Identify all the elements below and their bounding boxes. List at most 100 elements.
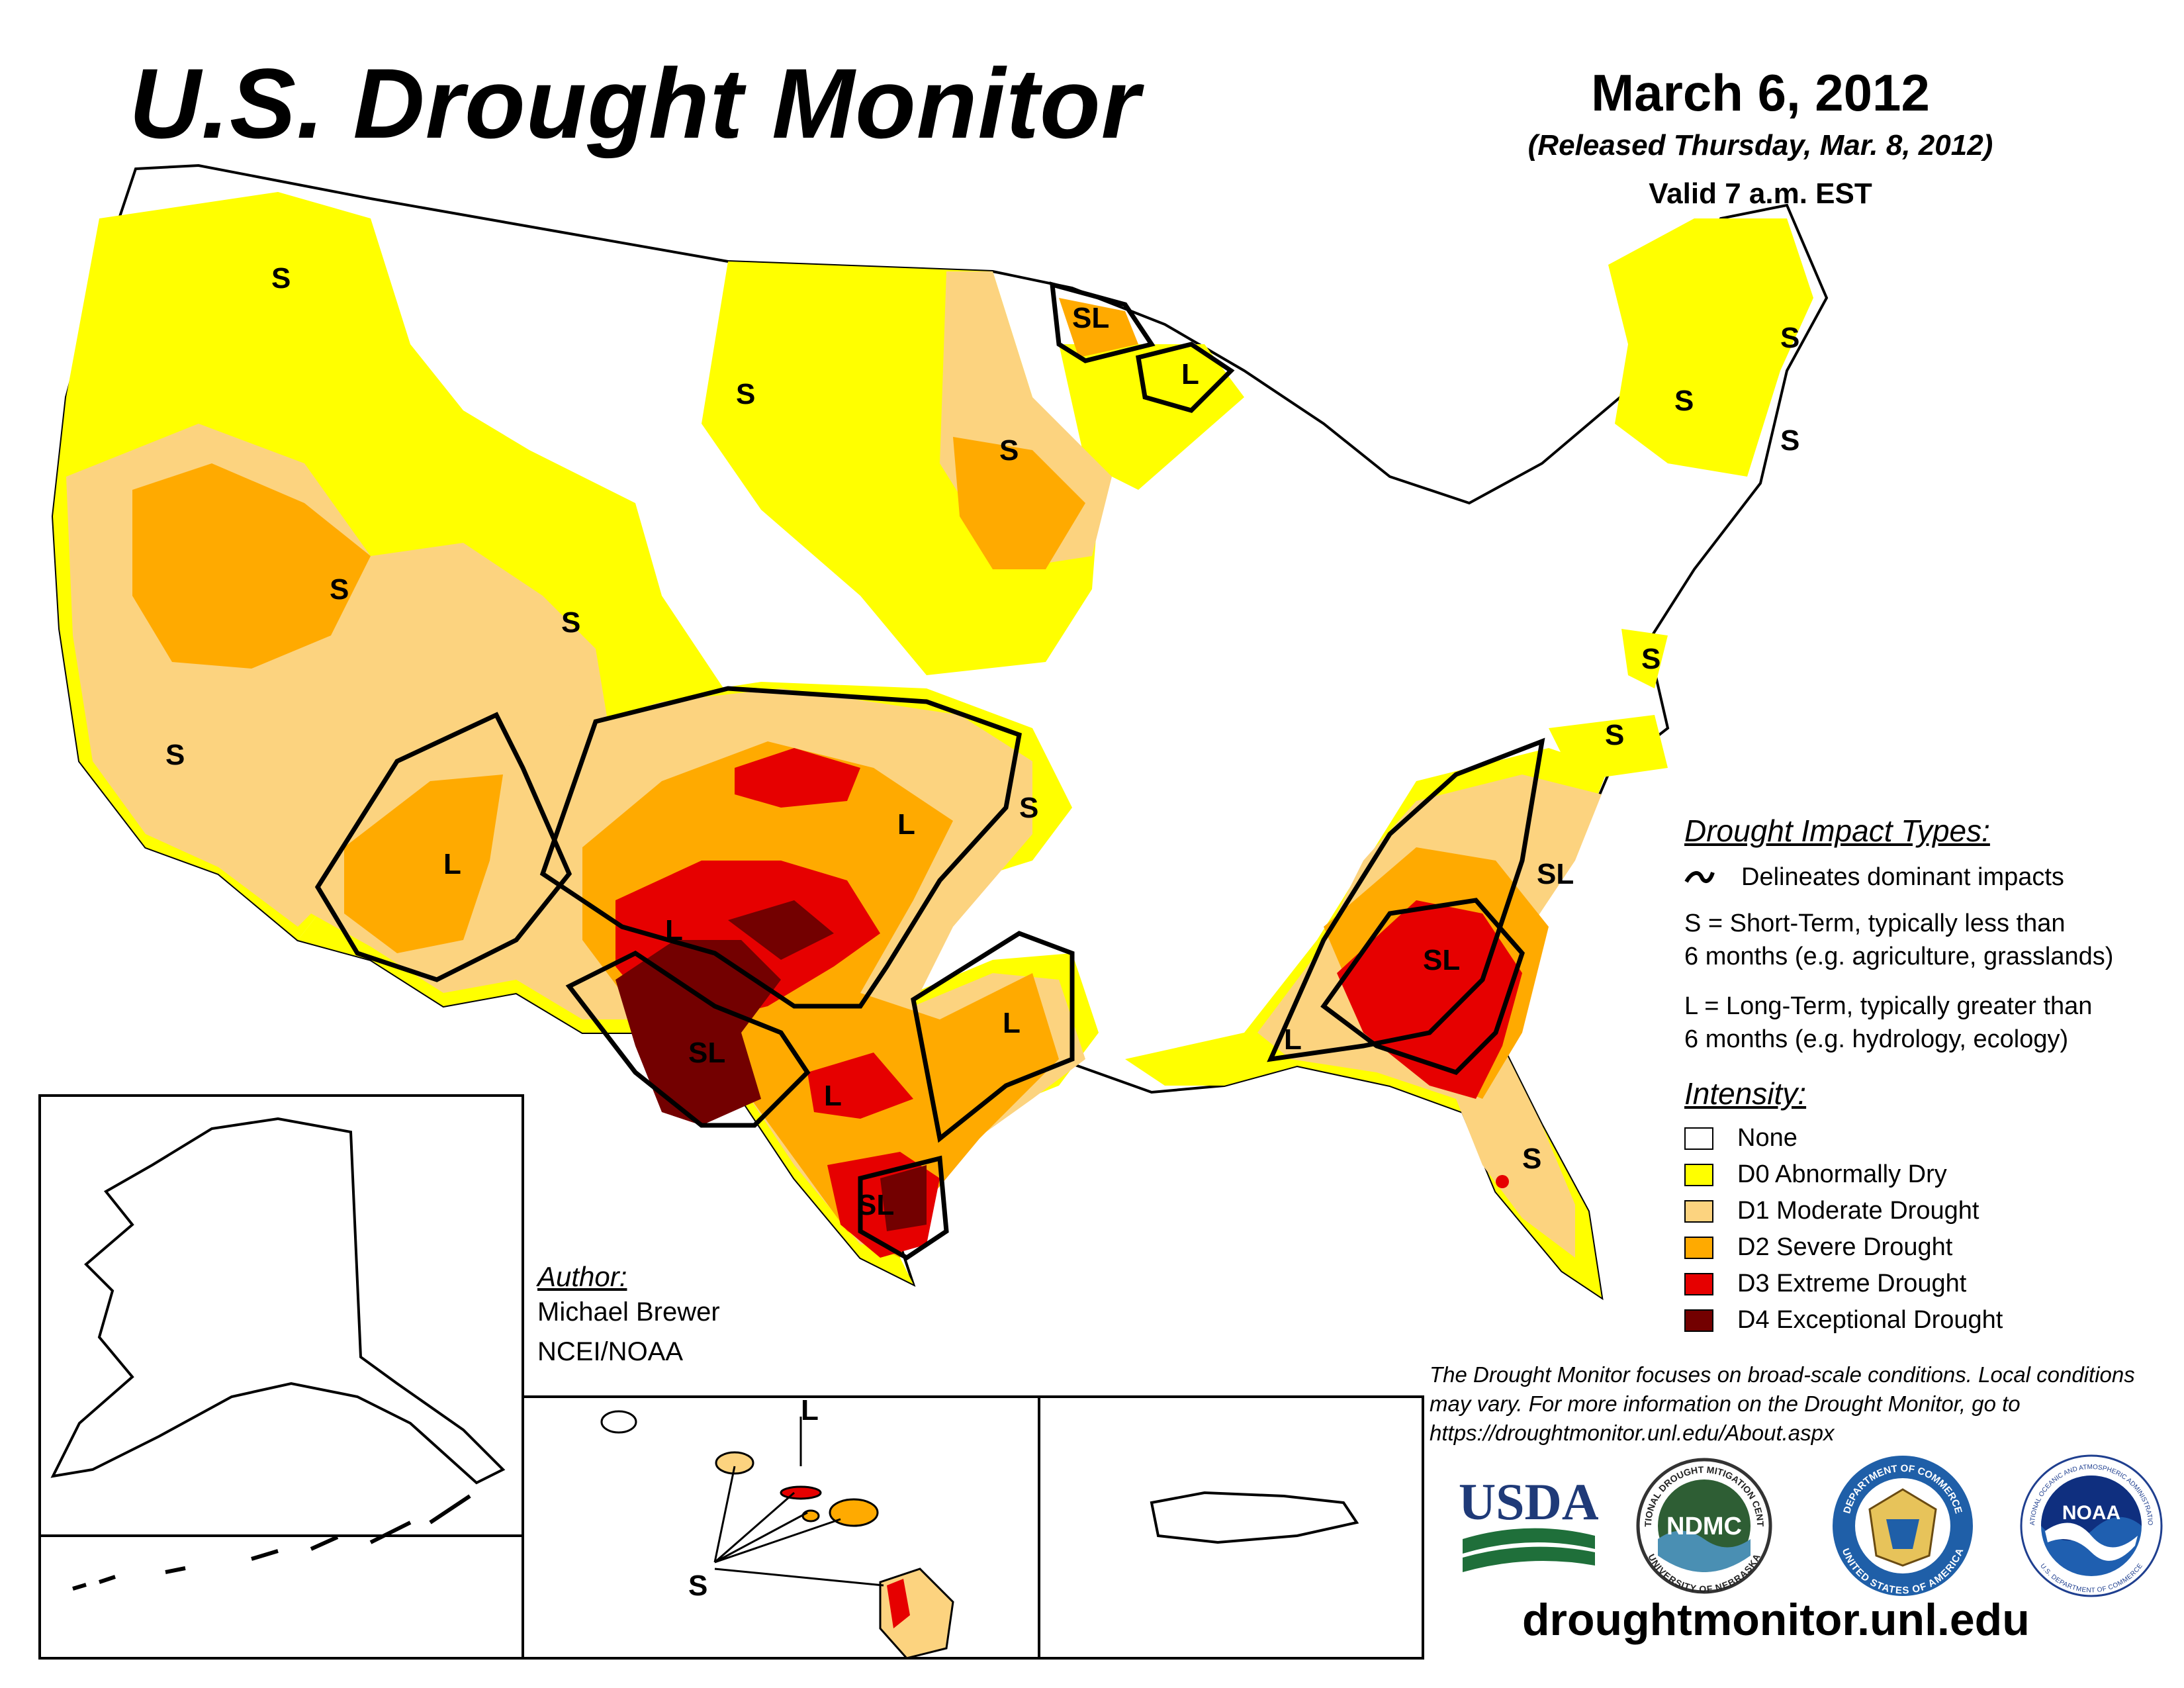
swatch-d1 bbox=[1684, 1199, 1713, 1223]
impact-boundaries bbox=[314, 281, 1545, 1261]
label-sl-carolina: SL bbox=[1537, 858, 1574, 890]
intensity-row-d0: D0 Abnormally Dry bbox=[1684, 1156, 2003, 1193]
impact-boundary-louisiana bbox=[911, 931, 1075, 1143]
label-s-dakota: S bbox=[736, 378, 755, 410]
intensity-legend: None D0 Abnormally Dry D1 Moderate Droug… bbox=[1684, 1120, 2003, 1338]
intensity-heading: Intensity: bbox=[1684, 1076, 1807, 1111]
intensity-row-none: None bbox=[1684, 1120, 2003, 1156]
label-s-vermont: S bbox=[1674, 385, 1694, 417]
hawaii-islands bbox=[600, 1410, 954, 1660]
intensity-label: D3 Extreme Drought bbox=[1737, 1270, 1967, 1297]
d0-wisconsin bbox=[1059, 344, 1244, 490]
d2-arizona bbox=[344, 774, 503, 953]
kauai bbox=[600, 1410, 637, 1434]
label-l-michigan: L bbox=[1181, 358, 1199, 391]
d2-nevada bbox=[132, 463, 371, 669]
short-term-line1: S = Short-Term, typically less than bbox=[1684, 910, 2066, 937]
label-s-delmarva: S bbox=[1641, 643, 1661, 675]
intensity-label: None bbox=[1737, 1124, 1797, 1152]
noaa-logo: NATIONAL OCEANIC AND ATMOSPHERIC ADMINIS… bbox=[2019, 1453, 2163, 1597]
label-s-new-england: S bbox=[1780, 424, 1799, 457]
label-s-utah: S bbox=[561, 606, 580, 639]
intensity-row-d4: D4 Exceptional Drought bbox=[1684, 1302, 2003, 1338]
label-s-florida: S bbox=[1522, 1143, 1541, 1175]
long-term-line2: 6 months (e.g. hydrology, ecology) bbox=[1684, 1025, 2069, 1053]
label-s-virginia: S bbox=[1605, 719, 1624, 751]
alaska-outline bbox=[50, 1117, 506, 1485]
label-l-oklahoma: L bbox=[897, 808, 915, 841]
swatch-d0 bbox=[1684, 1163, 1713, 1186]
d4-areas bbox=[615, 900, 927, 1231]
delineates-row: Delineates dominant impacts bbox=[1684, 861, 2064, 894]
big-island-drought bbox=[887, 1579, 910, 1628]
label-s-missouri: S bbox=[1019, 792, 1038, 824]
impact-boundary-texas bbox=[565, 950, 811, 1128]
label-sl-georgia: SL bbox=[1423, 944, 1460, 976]
d3-florida-spot bbox=[1496, 1175, 1509, 1188]
label-s-maine: S bbox=[1780, 322, 1799, 354]
impact-boundary-lake-superior bbox=[1049, 281, 1156, 363]
label-sl-texas-coast: SL bbox=[857, 1189, 894, 1221]
intensity-label: D1 Moderate Drought bbox=[1737, 1197, 1979, 1225]
intensity-row-d1: D1 Moderate Drought bbox=[1684, 1193, 2003, 1229]
label-l-louisiana: L bbox=[1003, 1007, 1021, 1039]
short-term-line2: 6 months (e.g. agriculture, grasslands) bbox=[1684, 943, 2114, 970]
disclaimer-text: The Drought Monitor focuses on broad-sca… bbox=[1430, 1362, 2135, 1445]
insets bbox=[38, 1094, 1424, 1660]
oahu bbox=[715, 1451, 754, 1475]
d3-georgia bbox=[1337, 900, 1522, 1099]
d0-delmarva bbox=[1621, 629, 1668, 688]
label-l-gulf: L bbox=[1284, 1023, 1302, 1056]
label-l-texas-central: L bbox=[824, 1080, 842, 1112]
release-date: (Released Thursday, Mar. 8, 2012) bbox=[1527, 129, 1993, 162]
label-s-washington: S bbox=[271, 262, 291, 295]
intensity-row-d3: D3 Extreme Drought bbox=[1684, 1266, 2003, 1302]
label-l-texas: L bbox=[665, 914, 683, 947]
big-island bbox=[879, 1568, 954, 1660]
label-sl-lake-superior: SL bbox=[1072, 302, 1109, 334]
label-s-minnesota: S bbox=[999, 434, 1019, 467]
author-org: NCEI/NOAA bbox=[537, 1337, 684, 1366]
impact-boundary-georgia bbox=[1320, 898, 1525, 1076]
long-term-line1: L = Long-Term, typically greater than bbox=[1684, 992, 2093, 1020]
impact-boundary-southwest bbox=[314, 712, 572, 982]
puerto-rico-outline bbox=[1150, 1491, 1359, 1544]
swatch-d2 bbox=[1684, 1236, 1713, 1259]
map-title: U.S. Drought Monitor bbox=[129, 48, 1141, 159]
d0-new-england bbox=[1608, 218, 1813, 477]
impact-boundary-coast bbox=[858, 1155, 949, 1261]
d4-oklahoma bbox=[728, 900, 834, 960]
molokai bbox=[780, 1485, 822, 1500]
d2-minnesota bbox=[953, 437, 1085, 569]
map-date: March 6, 2012 bbox=[1591, 64, 1930, 122]
impact-labels: S S S S S S SL L S S S S S S L L L SL L … bbox=[165, 262, 1799, 1602]
commerce-logo: DEPARTMENT OF COMMERCE UNITED STATES OF … bbox=[1833, 1456, 1973, 1597]
intensity-label: D2 Severe Drought bbox=[1737, 1233, 1953, 1261]
impact-boundary-upper-mi bbox=[1136, 342, 1235, 413]
label-l-arizona: L bbox=[443, 848, 461, 880]
impact-boundary-plains bbox=[539, 686, 1022, 1009]
delineates-label: Delineates dominant impacts bbox=[1741, 863, 2064, 891]
impact-boundary-southeast bbox=[1267, 737, 1545, 1062]
valid-time: Valid 7 a.m. EST bbox=[1649, 177, 1872, 210]
website-url[interactable]: droughtmonitor.unl.edu bbox=[1522, 1595, 2030, 1645]
noaa-wordmark: NOAA bbox=[2062, 1502, 2120, 1524]
intensity-row-d2: D2 Severe Drought bbox=[1684, 1229, 2003, 1266]
alaska-inset bbox=[38, 1094, 524, 1660]
d0-virginia bbox=[1549, 715, 1668, 781]
hawaii-leader-lines bbox=[713, 1417, 884, 1587]
swatch-d3 bbox=[1684, 1272, 1713, 1295]
d4-texas-coast bbox=[880, 1165, 927, 1231]
swatch-d4 bbox=[1684, 1309, 1713, 1332]
d3-texas-central bbox=[807, 1053, 913, 1119]
lanai bbox=[801, 1509, 820, 1523]
label-l-hawaii: L bbox=[801, 1394, 819, 1427]
puerto-rico-inset bbox=[1038, 1395, 1424, 1660]
usda-wordmark: USDA bbox=[1459, 1473, 1598, 1530]
label-s-hawaii: S bbox=[688, 1570, 707, 1602]
impact-types-heading: Drought Impact Types: bbox=[1684, 814, 1990, 848]
author-name: Michael Brewer bbox=[537, 1297, 720, 1327]
ndmc-logo: NATIONAL DROUGHT MITIGATION CENTER UNIVE… bbox=[1635, 1456, 1772, 1595]
delineation-line-icon bbox=[1684, 871, 1715, 883]
